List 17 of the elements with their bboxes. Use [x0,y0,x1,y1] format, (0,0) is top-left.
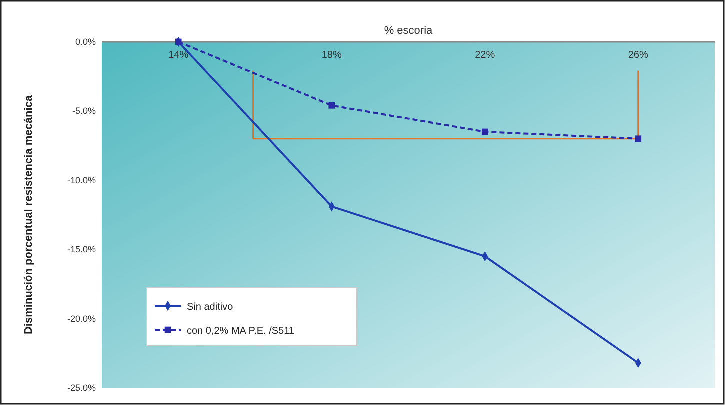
y-axis-title: Disminución porcentual resistencia mecánica [23,94,35,335]
y-tick-label: -15.0% [67,244,96,255]
y-tick-label: -25.0% [67,383,96,393]
x-axis-title: % escoria [384,25,434,37]
legend-label: Sin aditivo [187,302,234,313]
x-tick-label: 18% [322,50,342,61]
x-tick-label: 14% [168,50,189,61]
y-tick-label: -20.0% [67,314,96,324]
x-tick-label: 22% [475,50,496,61]
y-tick-label: 0.0% [75,37,96,47]
x-tick-label: 26% [628,50,648,61]
point [635,136,642,142]
point [482,128,488,136]
y-tick-label: -10.0% [67,175,96,186]
point [328,102,336,109]
y-tick-label: -5.0% [72,106,96,116]
legend-label: con 0,2% MA P.E. /S511 [187,326,295,337]
